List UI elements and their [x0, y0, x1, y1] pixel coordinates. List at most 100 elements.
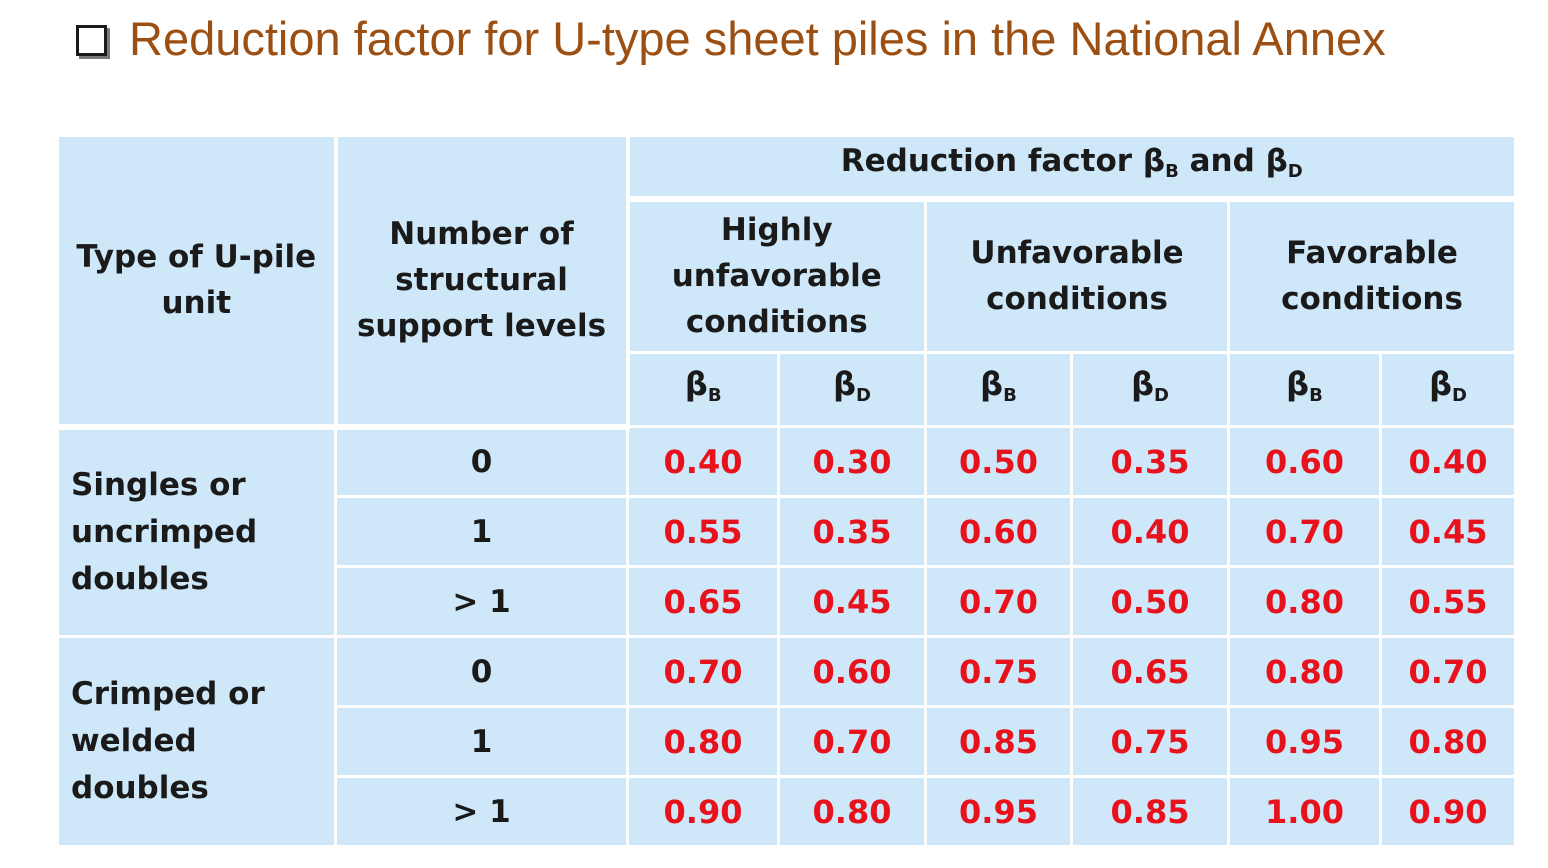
value-cell: 0.70: [777, 705, 927, 778]
value-cell: 0.50: [1070, 565, 1230, 638]
header-highly-unfavorable: Highly unfavorable conditions: [626, 197, 927, 354]
header-condition-line: conditions: [986, 281, 1168, 318]
support-level-cell: 0: [334, 635, 629, 708]
slide-title-text: Reduction factor for U-type sheet piles …: [129, 11, 1386, 65]
beta-subscript: D: [855, 384, 871, 406]
group-label-line: doubles: [71, 770, 209, 806]
header-reduction-sub-b: B: [1165, 160, 1179, 182]
beta-subscript: B: [1003, 384, 1017, 406]
value-cell: 0.60: [924, 495, 1073, 568]
header-condition-line: unfavorable: [671, 258, 882, 295]
header-reduction-factor: Reduction factor βB and βD: [626, 134, 1517, 202]
value-cell: 0.35: [777, 495, 927, 568]
beta-symbol: β: [1429, 364, 1452, 403]
group-label-singles: Singles or uncrimped doubles: [56, 423, 337, 638]
value-cell: 0.70: [626, 635, 780, 708]
value-cell: 0.90: [1379, 775, 1517, 848]
header-unfavorable: Unfavorable conditions: [924, 197, 1230, 354]
value-cell: 0.40: [1070, 495, 1230, 568]
value-cell: 0.55: [1379, 565, 1517, 638]
value-cell: 0.75: [1070, 705, 1230, 778]
beta-symbol: β: [833, 364, 856, 403]
reduction-factor-table: Type of U-pile unit Number of structural…: [56, 134, 1517, 848]
header-condition-line: conditions: [1281, 281, 1463, 318]
value-cell: 0.30: [777, 425, 927, 498]
value-cell: 0.65: [626, 565, 780, 638]
group-label-line: welded: [71, 723, 197, 759]
value-cell: 0.80: [626, 705, 780, 778]
value-cell: 0.80: [1227, 565, 1382, 638]
table-row: Singles or uncrimped doubles 0 0.40 0.30…: [56, 423, 1517, 638]
table-row: > 1 0.90 0.80 0.95 0.85 1.00 0.90: [58, 775, 1517, 848]
value-cell: 0.70: [1379, 635, 1517, 708]
value-cell: 0.80: [1227, 635, 1382, 708]
header-reduction-mid: and β: [1178, 142, 1288, 179]
value-cell: 0.60: [777, 635, 927, 708]
header-condition-line: Unfavorable: [970, 235, 1184, 272]
value-cell: 0.85: [924, 705, 1073, 778]
value-cell: 0.95: [924, 775, 1073, 848]
group-label-line: doubles: [71, 560, 209, 597]
value-cell: 0.40: [626, 425, 780, 498]
table-row: > 1 0.65 0.45 0.70 0.50 0.80 0.55: [58, 565, 1517, 638]
slide-title: Reduction factor for U-type sheet piles …: [76, 8, 1386, 68]
beta-symbol: β: [684, 364, 708, 403]
checkbox-bullet-icon: [76, 24, 107, 56]
group-label-line: Crimped or: [71, 676, 265, 712]
value-cell: 1.00: [1227, 775, 1382, 848]
header-reduction-prefix: Reduction factor β: [840, 142, 1166, 179]
header-symbol-beta-b: βB: [1227, 351, 1382, 428]
beta-subscript: B: [1309, 384, 1323, 406]
group-label-line: Singles or: [71, 466, 246, 503]
beta-subscript: D: [1153, 384, 1169, 406]
header-reduction-sub-d: D: [1287, 160, 1303, 182]
value-cell: 0.70: [924, 565, 1073, 638]
value-cell: 0.90: [626, 775, 780, 848]
header-support-line-3: support levels: [356, 308, 607, 345]
value-cell: 0.35: [1070, 425, 1230, 498]
support-level-cell: > 1: [334, 565, 629, 638]
beta-subscript: B: [707, 384, 722, 406]
value-cell: 0.40: [1379, 425, 1517, 498]
value-cell: 0.45: [1379, 495, 1517, 568]
header-symbol-beta-b: βB: [924, 351, 1073, 428]
header-symbol-beta-d: βD: [777, 351, 927, 428]
header-symbol-beta-b: βB: [626, 351, 780, 428]
table-row: Crimped or welded doubles 0 0.70 0.60 0.…: [56, 635, 1517, 848]
beta-subscript: D: [1451, 384, 1467, 406]
support-level-cell: 0: [334, 425, 629, 498]
header-symbol-beta-d: βD: [1379, 351, 1517, 428]
value-cell: 0.95: [1227, 705, 1382, 778]
value-cell: 0.85: [1070, 775, 1230, 848]
group-label-line: uncrimped: [71, 513, 258, 550]
value-cell: 0.65: [1070, 635, 1230, 708]
header-type-line-2: unit: [161, 285, 232, 322]
header-support-line-2: structural: [395, 262, 568, 299]
header-condition-line: conditions: [685, 304, 868, 341]
value-cell: 0.55: [626, 495, 780, 568]
header-type-line-1: Type of U-pile: [76, 239, 317, 276]
value-cell: 0.60: [1227, 425, 1382, 498]
header-type-of-pile: Type of U-pile unit: [56, 134, 338, 430]
value-cell: 0.45: [777, 565, 927, 638]
value-cell: 0.50: [924, 425, 1073, 498]
header-condition-line: Favorable: [1286, 235, 1458, 272]
beta-symbol: β: [1286, 364, 1310, 403]
value-cell: 0.80: [777, 775, 927, 848]
support-level-cell: 1: [334, 705, 629, 778]
support-level-cell: > 1: [334, 775, 629, 848]
table-row: 1 0.80 0.70 0.85 0.75 0.95 0.80: [58, 705, 1517, 778]
value-cell: 0.80: [1379, 705, 1517, 778]
header-condition-line: Highly: [720, 212, 833, 249]
beta-symbol: β: [1131, 364, 1154, 403]
value-cell: 0.70: [1227, 495, 1382, 568]
header-symbol-beta-d: βD: [1070, 351, 1230, 428]
group-label-crimped: Crimped or welded doubles: [56, 635, 337, 848]
support-level-cell: 1: [334, 495, 629, 568]
value-cell: 0.75: [924, 635, 1073, 708]
table-row: 1 0.55 0.35 0.60 0.40 0.70 0.45: [58, 495, 1517, 568]
beta-symbol: β: [980, 364, 1004, 403]
header-support-levels: Number of structural support levels: [334, 134, 630, 430]
header-support-line-1: Number of: [389, 216, 574, 253]
